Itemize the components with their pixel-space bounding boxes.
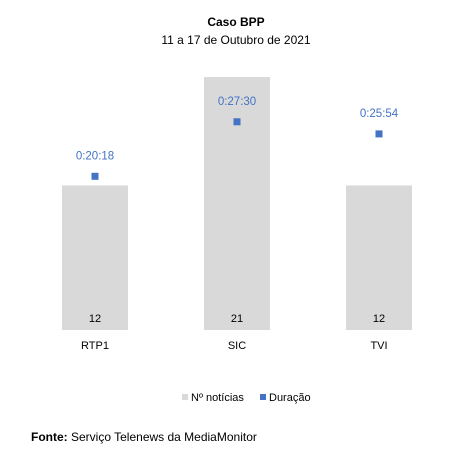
bar-sic	[204, 77, 270, 330]
duration-point-tvi	[375, 130, 383, 138]
duration-label-sic: 0:27:30	[218, 96, 256, 108]
category-label-sic: SIC	[228, 340, 246, 352]
chart-subtitle: 11 a 17 de Outubro de 2021	[161, 33, 311, 47]
duration-label-rtp1: 0:20:18	[76, 150, 114, 162]
chart-title: Caso BPP	[207, 15, 264, 29]
duration-label-tvi: 0:25:54	[360, 108, 399, 120]
bar-rtp1	[62, 185, 128, 330]
legend-label-duration: Duração	[269, 392, 311, 404]
source-text: Serviço Telenews da MediaMonitor	[71, 430, 257, 444]
duration-point-sic	[233, 118, 241, 126]
bar-value-label-sic: 21	[231, 313, 243, 325]
category-label-rtp1: RTP1	[81, 340, 109, 352]
plot-area: 12 0:20:18 RTP1 21 0:27:30 SIC 12 0:25:54 TVI	[62, 77, 412, 352]
bar-value-label-tvi: 12	[373, 313, 385, 325]
duration-point-rtp1	[91, 172, 99, 180]
bar-value-label-rtp1: 12	[89, 313, 101, 325]
legend: Nº notícias Duração	[182, 392, 311, 404]
chart: Caso BPP 11 a 17 de Outubro de 2021 12 0:…	[62, 15, 412, 404]
source-label: Fonte:	[31, 430, 68, 444]
category-label-tvi: TVI	[370, 340, 387, 352]
legend-swatch-count	[182, 394, 188, 400]
legend-label-count: Nº notícias	[191, 392, 244, 404]
source-note: Fonte: Serviço Telenews da MediaMonitor	[31, 430, 257, 444]
legend-swatch-duration	[260, 394, 266, 400]
bar-tvi	[346, 185, 412, 330]
